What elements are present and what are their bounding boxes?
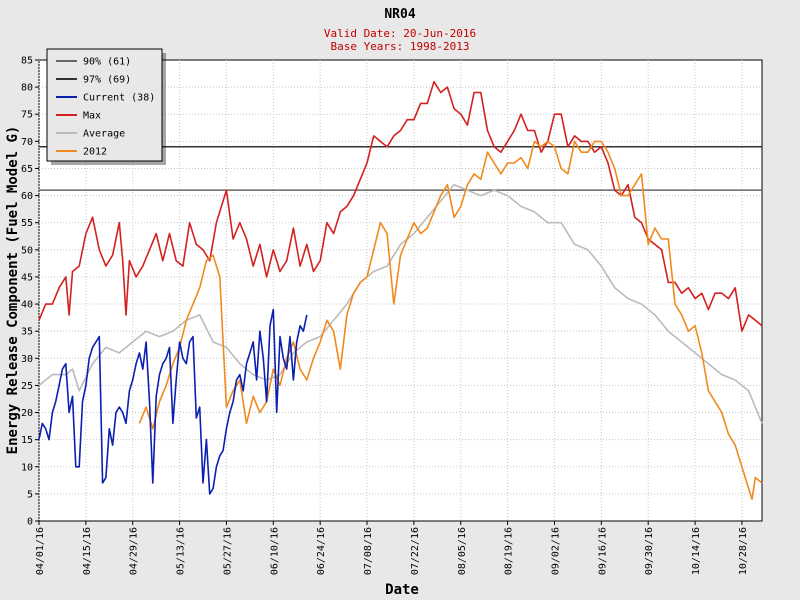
x-tick-label: 06/10/16 <box>269 527 280 575</box>
series-line <box>38 183 763 424</box>
legend-label: 97% (69) <box>83 75 131 86</box>
x-axis-label: Date <box>385 582 419 598</box>
legend-label: 90% (61) <box>83 57 131 68</box>
x-tick-label: 04/01/16 <box>35 527 46 575</box>
y-tick-label: 65 <box>21 164 33 175</box>
x-tick-label: 10/14/16 <box>691 527 702 575</box>
y-axis-label: Energy Release Component (Fuel Model G) <box>5 126 21 455</box>
y-tick-label: 0 <box>27 517 33 528</box>
x-tick-label: 10/28/16 <box>738 527 749 575</box>
x-tick-label: 09/16/16 <box>597 527 608 575</box>
x-tick-label: 06/24/16 <box>316 527 327 575</box>
series-line <box>138 140 763 501</box>
y-tick-label: 55 <box>21 218 33 229</box>
x-tick-label: 07/08/16 <box>363 527 374 575</box>
y-tick-label: 80 <box>21 83 33 94</box>
x-tick-label: 09/02/16 <box>550 527 561 575</box>
x-tick-label: 04/15/16 <box>82 527 93 575</box>
chart-subtitle-valid-date: Valid Date: 20-Jun-2016 <box>324 27 476 40</box>
series-lines <box>38 80 763 501</box>
y-tick-label: 85 <box>21 56 33 67</box>
y-tick-label: 40 <box>21 300 33 311</box>
x-tick-label: 09/30/16 <box>644 527 655 575</box>
y-tick-label: 60 <box>21 191 33 202</box>
y-tick-label: 25 <box>21 381 33 392</box>
grid-lines <box>38 60 762 521</box>
y-tick-label: 20 <box>21 408 33 419</box>
y-tick-label: 35 <box>21 327 33 338</box>
legend: 90% (61) 97% (69) Current (38) Max Average 20… <box>46 48 166 165</box>
y-tick-label: 45 <box>21 272 33 283</box>
legend-entries: 90% (61) 97% (69) Current (38) Max Average 20… <box>56 57 155 158</box>
legend-label: Average <box>83 129 125 140</box>
x-tick-label: 04/29/16 <box>129 527 140 575</box>
x-tick-label: 05/27/16 <box>222 527 233 575</box>
y-tick-label: 70 <box>21 137 33 148</box>
x-tick-label: 08/19/16 <box>504 527 515 575</box>
chart-subtitle-base-years: Base Years: 1998-2013 <box>330 40 469 53</box>
chart-title: NR04 <box>384 7 415 22</box>
legend-box <box>46 48 163 162</box>
y-tick-label: 5 <box>27 489 33 500</box>
y-tick-label: 10 <box>21 462 33 473</box>
legend-label: Max <box>83 111 101 122</box>
x-tick-label: 07/22/16 <box>410 527 421 575</box>
legend-label: 2012 <box>83 147 107 158</box>
x-tick-labels: 04/01/16 04/15/16 04/29/16 05/13/16 05/27/16… <box>35 521 749 575</box>
y-tick-label: 30 <box>21 354 33 365</box>
y-tick-label: 15 <box>21 435 33 446</box>
y-tick-labels: 0 5 10 15 20 25 30 35 40 45 50 55 60 65 70 75 80 85 <box>21 56 39 528</box>
x-tick-label: 08/05/16 <box>457 527 468 575</box>
x-tick-label: 05/13/16 <box>176 527 187 575</box>
y-tick-label: 50 <box>21 245 33 256</box>
legend-label: Current (38) <box>83 93 155 104</box>
series-line <box>38 80 763 333</box>
y-tick-label: 75 <box>21 110 33 121</box>
series-line <box>38 308 308 495</box>
